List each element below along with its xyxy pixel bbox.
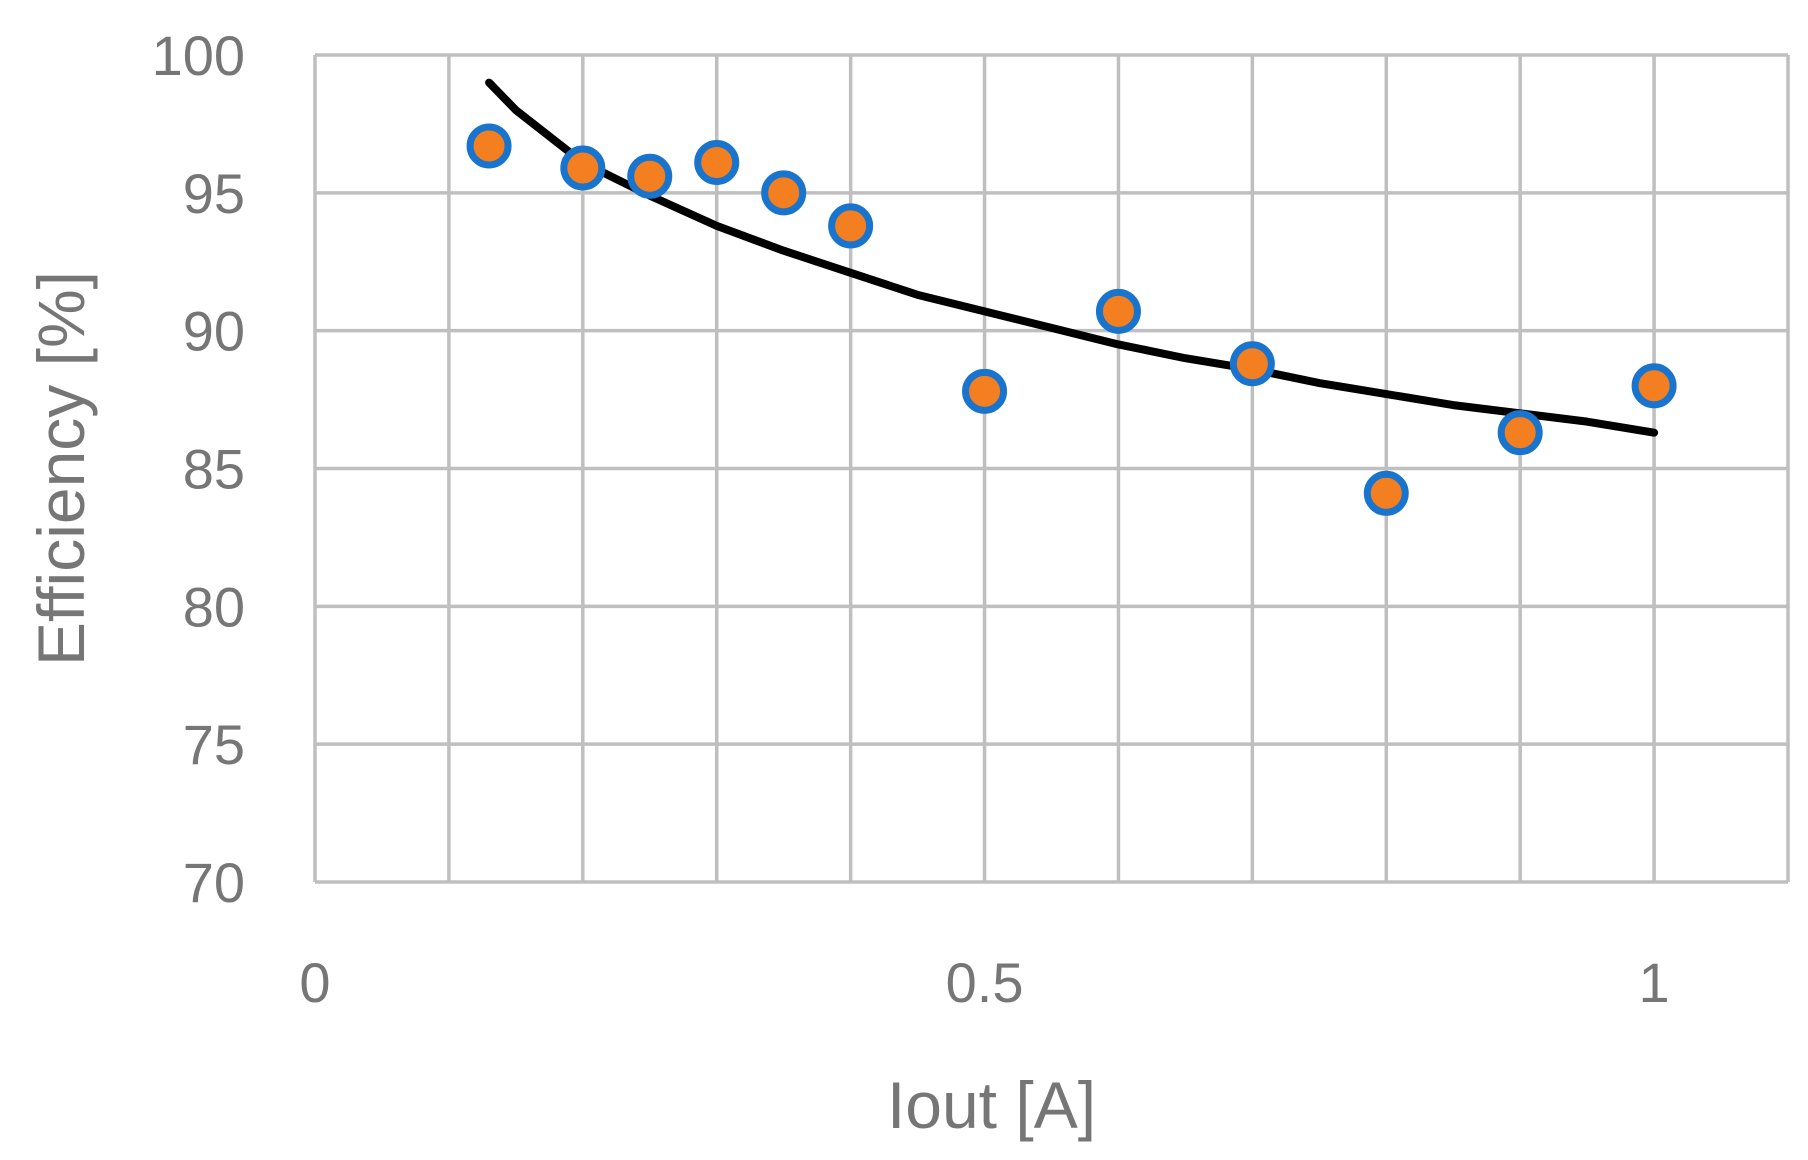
- data-point-6: [962, 368, 1008, 414]
- y-tick-label-6: 100: [152, 24, 245, 87]
- data-point-0: [466, 123, 512, 169]
- trendline: [485, 78, 1659, 437]
- x-tick-label-2: 1: [1639, 951, 1670, 1014]
- data-point-2: [627, 153, 673, 199]
- data-point-1: [560, 145, 606, 191]
- data-point-3: [694, 140, 740, 186]
- y-tick-label-5: 95: [183, 162, 245, 225]
- x-tick-label-1: 0.5: [946, 951, 1024, 1014]
- trendline-path: [485, 78, 1659, 437]
- y-tick-label-4: 90: [183, 300, 245, 363]
- data-point-4: [761, 170, 807, 216]
- data-point-5: [828, 203, 874, 249]
- data-point-8: [1229, 341, 1275, 387]
- y-tick-label-1: 75: [183, 713, 245, 776]
- x-tick-label-0: 0: [299, 951, 330, 1014]
- data-point-7: [1095, 288, 1141, 334]
- y-tick-labels: 70 75 80 85 90 95 100: [152, 24, 245, 914]
- data-point-9: [1363, 470, 1409, 516]
- y-tick-label-0: 70: [183, 851, 245, 914]
- data-point-11: [1631, 363, 1677, 409]
- y-tick-label-3: 85: [183, 438, 245, 501]
- grid: [313, 53, 1790, 884]
- y-tick-label-2: 80: [183, 575, 245, 638]
- x-tick-labels: 0 0.5 1: [299, 951, 1669, 1014]
- data-point-10: [1497, 410, 1543, 456]
- y-axis-title: Efficiency [%]: [24, 271, 98, 666]
- x-axis-title: Iout [A]: [887, 1068, 1096, 1142]
- data-points: [466, 123, 1677, 516]
